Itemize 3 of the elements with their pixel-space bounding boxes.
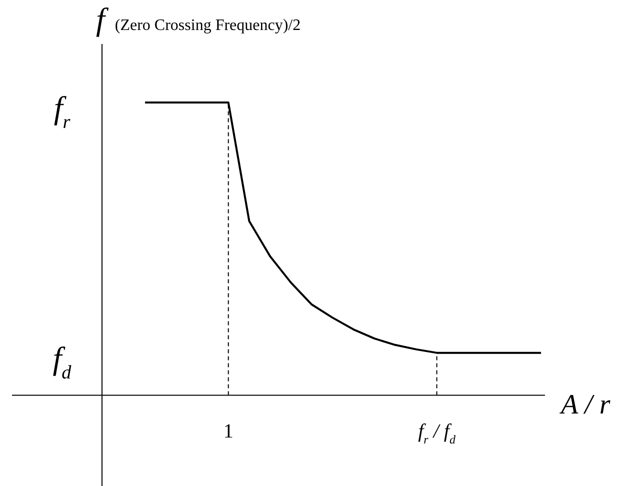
x-tick-label: 1: [223, 420, 234, 442]
y-axis-title: f (Zero Crossing Frequency)/2: [96, 1, 301, 37]
x-axis-title: A / r: [559, 389, 610, 420]
